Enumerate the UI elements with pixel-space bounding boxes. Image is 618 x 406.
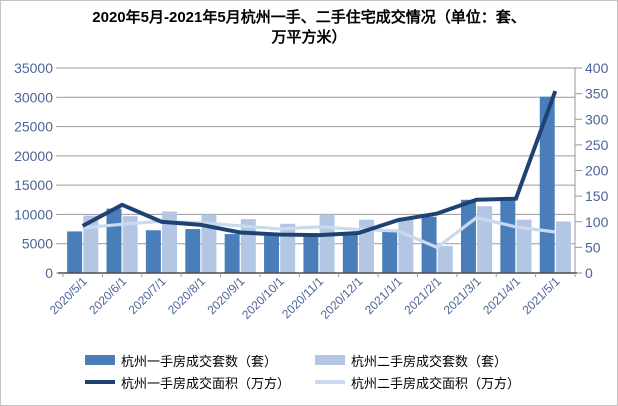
bar xyxy=(555,221,571,273)
chart-legend: 杭州一手房成交套数（套） 杭州二手房成交套数（套） 杭州一手房成交面积（万方） … xyxy=(85,349,545,393)
right-axis-tick-label: 300 xyxy=(585,111,609,127)
x-axis-label: 2020/7/1 xyxy=(126,274,169,317)
bar xyxy=(67,231,83,273)
chart-title-line2: 万平方米） xyxy=(271,29,347,46)
chart-title: 2020年5月-2021年5月杭州一手、二手住宅成交情况（单位：套、 万平方米） xyxy=(1,8,617,48)
right-axis-tick-label: 50 xyxy=(585,239,601,255)
x-axis-label: 2020/12/1 xyxy=(318,274,366,322)
bar xyxy=(460,199,476,273)
bar xyxy=(83,215,99,273)
legend-swatch-secondary-line xyxy=(315,380,345,384)
bar xyxy=(382,230,398,273)
bar xyxy=(264,235,280,273)
chart-title-line1: 2020年5月-2021年5月杭州一手、二手住宅成交情况（单位：套、 xyxy=(92,9,526,26)
x-axis-label: 2020/6/1 xyxy=(86,274,129,317)
legend-item-primary-line: 杭州一手房成交面积（万方） xyxy=(85,371,315,393)
left-axis-tick-label: 0 xyxy=(45,265,53,281)
left-axis-tick-label: 10000 xyxy=(14,206,53,222)
x-axis-label: 2021/3/1 xyxy=(441,274,484,317)
bar xyxy=(122,216,138,273)
x-axis-label: 2021/5/1 xyxy=(519,274,562,317)
legend-swatch-primary-bar xyxy=(85,355,115,365)
bar xyxy=(319,214,335,273)
right-axis-tick-label: 350 xyxy=(585,86,609,102)
right-axis-tick-label: 400 xyxy=(585,60,609,76)
legend-label-secondary-bars: 杭州二手房成交套数（套） xyxy=(351,353,508,369)
bar xyxy=(500,200,516,273)
bar xyxy=(162,211,178,273)
left-axis-tick-label: 35000 xyxy=(14,60,53,76)
legend-item-secondary-bars: 杭州二手房成交套数（套） xyxy=(315,349,545,371)
bar xyxy=(303,234,319,273)
x-axis-label: 2020/5/1 xyxy=(47,274,90,317)
right-axis-tick-label: 0 xyxy=(585,265,593,281)
bar xyxy=(224,234,240,273)
bar xyxy=(185,229,201,273)
left-axis-tick-label: 5000 xyxy=(22,236,53,252)
line-series xyxy=(81,90,558,238)
bar xyxy=(516,219,532,273)
x-axis-label: 2021/2/1 xyxy=(401,274,444,317)
x-axis-label: 2021/4/1 xyxy=(480,274,523,317)
legend-label-primary-bars: 杭州一手房成交套数（套） xyxy=(121,353,278,369)
bar xyxy=(437,246,453,273)
bar xyxy=(398,217,414,273)
bar xyxy=(342,234,358,273)
x-axis-label: 2021/1/1 xyxy=(362,274,405,317)
left-axis-tick-label: 25000 xyxy=(14,119,53,135)
legend-item-secondary-line: 杭州二手房成交面积（万方） xyxy=(315,371,545,393)
x-axis-label: 2020/10/1 xyxy=(239,274,287,322)
right-axis-tick-label: 200 xyxy=(585,163,609,179)
right-axis-tick-label: 150 xyxy=(585,188,609,204)
right-axis-tick-label: 250 xyxy=(585,137,609,153)
legend-swatch-primary-line xyxy=(85,380,115,384)
bar xyxy=(106,208,122,273)
legend-item-primary-bars: 杭州一手房成交套数（套） xyxy=(85,349,315,371)
bar xyxy=(280,223,296,273)
bar xyxy=(477,206,493,273)
left-axis-tick-label: 30000 xyxy=(14,89,53,105)
legend-swatch-secondary-bar xyxy=(315,355,345,365)
left-axis-tick-label: 15000 xyxy=(14,177,53,193)
legend-label-secondary-line: 杭州二手房成交面积（万方） xyxy=(351,375,521,391)
right-axis-tick-label: 100 xyxy=(585,214,609,230)
x-axis-label: 2020/8/1 xyxy=(165,274,208,317)
legend-label-primary-line: 杭州一手房成交面积（万方） xyxy=(121,375,291,391)
left-axis-tick-label: 20000 xyxy=(14,148,53,164)
bar xyxy=(145,230,161,273)
